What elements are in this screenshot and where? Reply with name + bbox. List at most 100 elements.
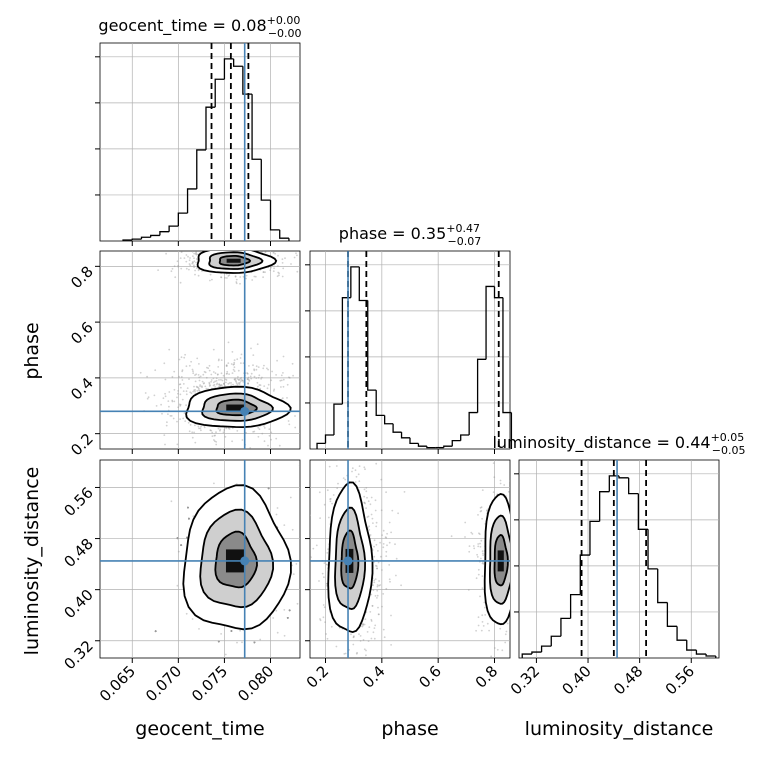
sample-point [214,380,217,383]
sample-point [197,425,200,428]
sample-point [324,621,326,623]
sample-point [230,630,233,632]
sample-point [325,633,327,635]
sample-point [482,562,485,565]
hist-bin [647,529,658,570]
sample-point [510,516,512,518]
sample-point [230,630,233,632]
sample-point [280,386,282,388]
sample-point [179,393,182,396]
sample-point [176,537,179,540]
sample-point [176,537,179,540]
sample-point [275,513,278,516]
hist-bin [196,149,206,189]
hist-bin [657,568,668,604]
sample-point [225,365,228,367]
sample-point [403,491,406,493]
sample-point [173,400,176,403]
sample-point [195,261,198,264]
sample-point [188,263,191,265]
sample-point [368,525,370,528]
sample-point [255,365,258,368]
sample-point [512,573,514,575]
sample-point [201,270,203,272]
sample-point [511,598,513,600]
sample-point [218,383,221,386]
sample-point [267,383,270,386]
sample-point [468,550,471,553]
hist-bin [485,285,495,360]
sample-point [382,593,385,595]
sample-point [185,267,188,270]
sample-point [286,617,289,619]
sample-point [188,517,190,520]
sample-point [237,369,240,372]
sample-point [154,630,157,633]
sample-point [282,372,284,374]
sample-point [199,385,202,388]
sample-point [358,633,360,635]
sample-point [326,552,329,554]
sample-point [247,382,250,385]
sample-point [512,602,514,604]
sample-point [515,554,517,556]
sample-point [286,617,289,619]
sample-point [188,517,190,520]
x-tick-label-luminosity_distance: 0.32 [507,662,543,698]
x-tick-label-phase: 0.6 [415,662,445,692]
sample-point [288,609,291,612]
sample-point [513,584,515,586]
sample-point [212,384,215,387]
sample-point [220,372,223,375]
sample-point [513,561,515,563]
x-tick-label-phase: 0.2 [303,662,333,692]
sample-point [216,373,219,376]
sample-point [239,629,242,632]
sample-point [342,477,345,479]
sample-point [178,358,181,361]
hist-bin [666,602,678,627]
sample-point [232,363,235,366]
sample-point [365,507,367,509]
density-peak [226,258,241,263]
sample-point [186,536,188,539]
sample-point [261,251,263,254]
sample-point [373,627,376,629]
sample-point [272,270,275,273]
sample-point [514,624,516,626]
sample-point [366,516,369,518]
sample-point [280,379,283,382]
sample-point [234,275,237,277]
sample-point [513,537,515,539]
sample-point [283,609,286,611]
sample-point [213,439,215,441]
sample-point [373,539,376,542]
sample-point [214,372,217,375]
sample-point [181,369,184,371]
x-tick-label-luminosity_distance: 0.48 [610,662,646,698]
sample-point [188,378,190,380]
sample-point [382,529,385,532]
sample-point [209,384,212,387]
sample-point [176,537,179,540]
sample-point [180,544,183,546]
sample-point [325,563,328,566]
sample-point [163,434,166,436]
sample-point [481,587,484,590]
sample-point [171,399,174,402]
sample-point [230,630,233,632]
sample-point [213,482,215,485]
sample-point [283,524,286,526]
sample-point [237,382,240,384]
sample-point [235,382,238,385]
sample-point [286,617,289,619]
hist-bin [598,491,610,522]
sample-point [336,487,339,490]
hist-bin [375,390,385,417]
sample-point [253,641,256,644]
sample-point [482,552,484,555]
sample-point [165,252,168,255]
sample-point [357,473,360,476]
sample-point [477,545,480,548]
sample-point [247,376,250,379]
